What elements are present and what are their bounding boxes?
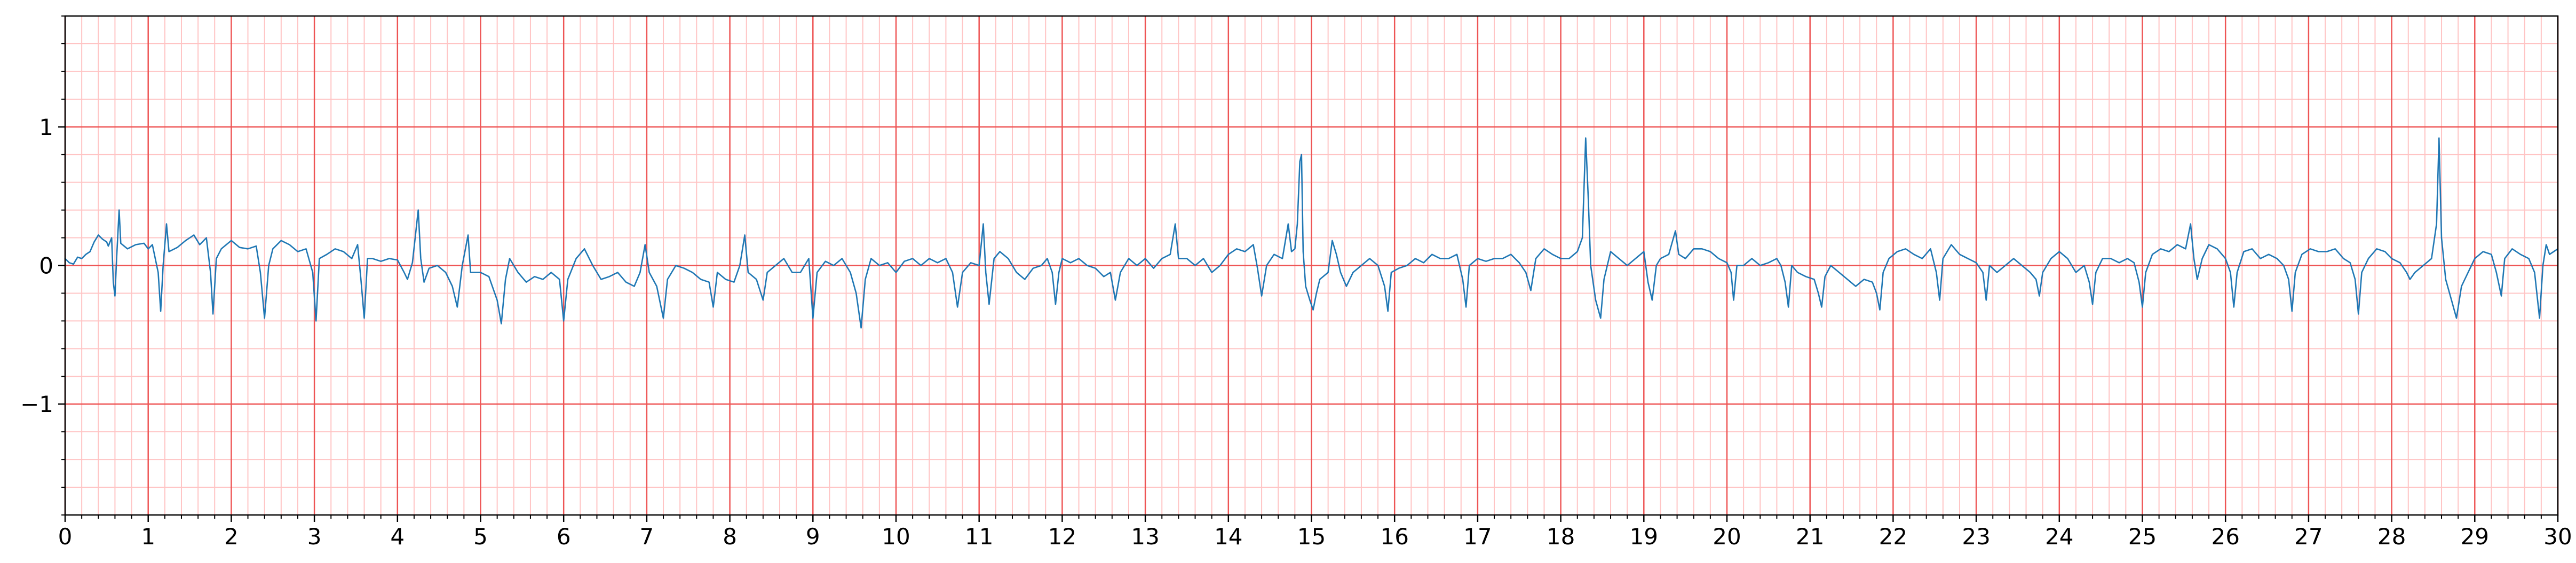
x-tick-label: 7 — [640, 524, 654, 550]
x-tick-label: 9 — [806, 524, 820, 550]
x-tick-label: 14 — [1214, 524, 1242, 550]
major-grid — [64, 16, 2559, 515]
x-tick-label: 11 — [965, 524, 993, 550]
x-axis: 0 1 2 3 4 5 6 7 8 9 10 11 12 13 14 15 16 17 18 19 20 21 22 23 24… — [58, 515, 2572, 550]
x-tick-label: 12 — [1048, 524, 1076, 550]
x-tick-label: 0 — [58, 524, 73, 550]
ecg-signal-line — [64, 137, 2559, 329]
x-tick-label: 16 — [1380, 524, 1408, 550]
x-tick-label: 30 — [2543, 524, 2572, 550]
x-tick-label: 4 — [390, 524, 405, 550]
x-tick-label: 10 — [882, 524, 910, 550]
y-axis: −1 0 1 — [20, 15, 65, 516]
x-tick-label: 27 — [2294, 524, 2323, 550]
signal-layer — [64, 137, 2559, 329]
y-tick-label: 0 — [39, 253, 53, 279]
x-tick-label: 3 — [307, 524, 322, 550]
x-tick-label: 29 — [2461, 524, 2489, 550]
x-tick-label: 26 — [2211, 524, 2239, 550]
x-tick-label: 24 — [2045, 524, 2073, 550]
x-tick-label: 17 — [1463, 524, 1492, 550]
x-tick-label: 21 — [1796, 524, 1824, 550]
x-tick-label: 6 — [557, 524, 571, 550]
x-tick-label: 23 — [1962, 524, 1990, 550]
x-tick-label: 15 — [1297, 524, 1326, 550]
x-tick-label: 1 — [141, 524, 155, 550]
y-tick-label: 1 — [39, 114, 53, 140]
x-tick-label: 13 — [1131, 524, 1159, 550]
x-tick-label: 20 — [1713, 524, 1741, 550]
x-tick-label: 28 — [2377, 524, 2406, 550]
x-tick-label: 5 — [473, 524, 488, 550]
x-tick-label: 25 — [2128, 524, 2157, 550]
x-tick-label: 19 — [1630, 524, 1658, 550]
x-tick-label: 2 — [224, 524, 239, 550]
y-tick-label: −1 — [20, 391, 53, 417]
x-tick-label: 18 — [1547, 524, 1575, 550]
x-tick-label: 8 — [723, 524, 737, 550]
x-tick-label: 22 — [1879, 524, 1907, 550]
